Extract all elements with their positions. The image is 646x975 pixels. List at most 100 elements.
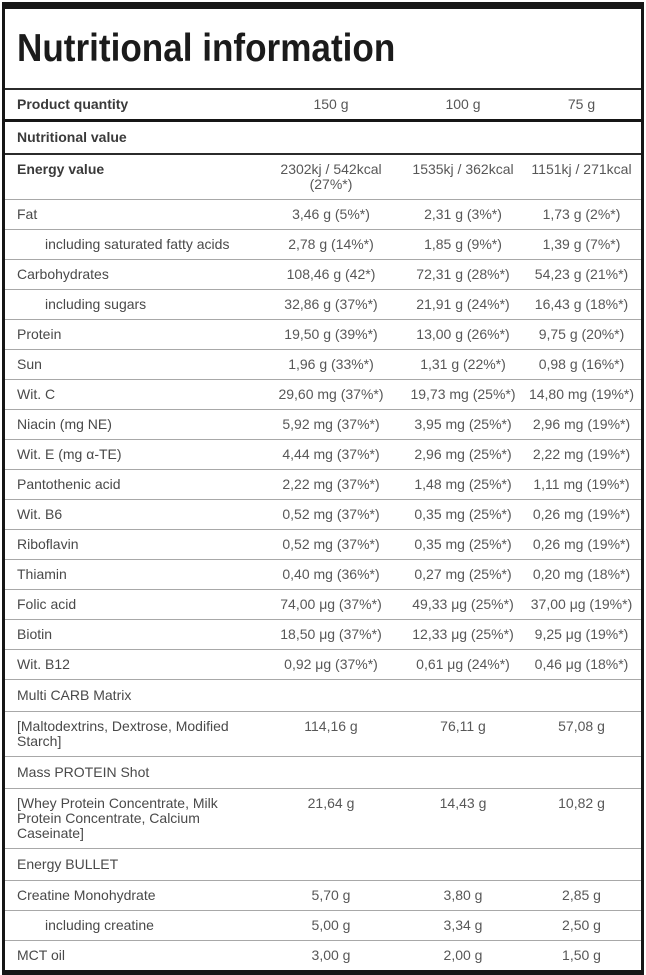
table-row: Wit. B6 0,52 mg (37%*) 0,35 mg (25%*) 0,… <box>5 500 641 530</box>
row-value: 2,22 mg (37%*) <box>282 476 380 492</box>
row-value: 1,31 g (22%*) <box>420 356 506 372</box>
row-value: 13,00 g (26%*) <box>416 326 510 342</box>
table-row: Biotin 18,50 μg (37%*) 12,33 μg (25%*) 9… <box>5 620 641 650</box>
row-value: 2,00 g <box>443 947 483 963</box>
row-value: 1,73 g (2%*) <box>542 206 621 222</box>
row-value: 14,80 mg (19%*) <box>528 386 635 402</box>
row-value: 32,86 g (37%*) <box>284 296 378 312</box>
product-quantity-label: Product quantity <box>17 96 129 112</box>
row-value: 12,33 μg (25%*) <box>412 626 514 642</box>
row-value: 3,80 g <box>443 887 483 903</box>
row-value: 0,26 mg (19%*) <box>532 536 631 552</box>
row-value: 4,44 mg (37%*) <box>282 446 380 462</box>
row-label: including sugars <box>45 296 147 312</box>
row-label: Protein <box>17 326 62 342</box>
row-value: 0,27 mg (25%*) <box>414 566 512 582</box>
row-label: Carbohydrates <box>17 266 109 282</box>
section-label: Nutritional value <box>17 129 127 145</box>
table-row: Pantothenic acid 2,22 mg (37%*) 1,48 mg … <box>5 470 641 500</box>
row-value: 21,64 g <box>307 795 355 811</box>
section-label: Energy BULLET <box>17 856 119 872</box>
row-value: 114,16 g <box>304 718 358 734</box>
row-value: 3,00 g <box>311 947 351 963</box>
table-row: [Whey Protein Concentrate, Milk Protein … <box>5 789 641 849</box>
row-value: 2,96 mg (25%*) <box>414 446 512 462</box>
section-label: Multi CARB Matrix <box>17 687 132 703</box>
table-row: Fat 3,46 g (5%*) 2,31 g (3%*) 1,73 g (2%… <box>5 200 641 230</box>
row-value: 0,92 μg (37%*) <box>284 656 378 672</box>
row-value: 37,00 μg (19%*) <box>530 596 633 612</box>
section-row: Nutritional value <box>5 121 641 154</box>
table-row: Wit. B12 0,92 μg (37%*) 0,61 μg (24%*) 0… <box>5 650 641 680</box>
row-label: Energy value <box>17 161 105 177</box>
row-value: 5,92 mg (37%*) <box>282 416 380 432</box>
row-value: 5,70 g <box>311 887 351 903</box>
row-value: 19,50 g (39%*) <box>284 326 378 342</box>
table-row: Niacin (mg NE) 5,92 mg (37%*) 3,95 mg (2… <box>5 410 641 440</box>
row-label: Sun <box>17 356 42 372</box>
table-row: Folic acid 74,00 μg (37%*) 49,33 μg (25%… <box>5 590 641 620</box>
row-value: 0,98 g (16%*) <box>538 356 625 372</box>
row-value: 16,43 g (18%*) <box>534 296 629 312</box>
product-quantity-row: Product quantity 150 g 100 g 75 g <box>5 90 641 121</box>
row-value: 21,91 g (24%*) <box>416 296 510 312</box>
table-row: Carbohydrates 108,46 g (42*) 72,31 g (28… <box>5 260 641 290</box>
row-value: 2,85 g <box>562 887 601 903</box>
row-value: 3,34 g <box>443 917 483 933</box>
row-label: [Maltodextrins, Dextrose, Modified Starc… <box>17 718 229 749</box>
row-value: 1,48 mg (25%*) <box>414 476 512 492</box>
row-value: 2,50 g <box>562 917 601 933</box>
row-value: 19,73 mg (25%*) <box>410 386 516 402</box>
section-row: Mass PROTEIN Shot <box>5 757 641 789</box>
row-label: Wit. B12 <box>17 656 70 672</box>
row-value: 0,20 mg (18%*) <box>532 566 631 582</box>
row-label: Thiamin <box>17 566 67 582</box>
column-header-150g: 150 g <box>313 96 349 112</box>
row-value: 18,50 μg (37%*) <box>280 626 382 642</box>
row-value: 1151kj / 271kcal <box>531 161 632 177</box>
table-row: Wit. E (mg α-TE) 4,44 mg (37%*) 2,96 mg … <box>5 440 641 470</box>
row-value: 1,85 g (9%*) <box>424 236 502 252</box>
table-row: Riboflavin 0,52 mg (37%*) 0,35 mg (25%*)… <box>5 530 641 560</box>
row-value: 3,95 mg (25%*) <box>414 416 512 432</box>
row-value: 5,00 g <box>311 917 351 933</box>
column-header-75g: 75 g <box>567 96 596 112</box>
row-value: 9,75 g (20%*) <box>538 326 625 342</box>
row-value: 2,22 mg (19%*) <box>532 446 631 462</box>
row-label: Folic acid <box>17 596 77 612</box>
row-value: 54,23 g (21%*) <box>534 266 629 282</box>
row-value: 1,96 g (33%*) <box>288 356 374 372</box>
row-value: 2302kj / 542kcal (27%*) <box>280 161 382 192</box>
table-row: Sun 1,96 g (33%*) 1,31 g (22%*) 0,98 g (… <box>5 350 641 380</box>
row-value: 0,40 mg (36%*) <box>282 566 380 582</box>
row-label: Niacin (mg NE) <box>17 416 112 432</box>
row-value: 0,35 mg (25%*) <box>414 506 512 522</box>
row-value: 2,78 g (14%*) <box>288 236 374 252</box>
row-value: 10,82 g <box>558 795 605 811</box>
row-label: Biotin <box>17 626 53 642</box>
row-label: Pantothenic acid <box>17 476 121 492</box>
row-value: 108,46 g (42*) <box>286 266 376 282</box>
nutrition-table: Product quantity 150 g 100 g 75 g Nutrit… <box>5 90 641 970</box>
row-value: 2,96 mg (19%*) <box>532 416 631 432</box>
row-value: 76,11 g <box>440 718 486 734</box>
row-value: 1,11 mg (19%*) <box>533 476 630 492</box>
table-row: including saturated fatty acids 2,78 g (… <box>5 230 641 260</box>
nutrition-table-body: Product quantity 150 g 100 g 75 g Nutrit… <box>5 90 641 970</box>
table-row: Energy value 2302kj / 542kcal (27%*) 153… <box>5 154 641 200</box>
table-row: including sugars 32,86 g (37%*) 21,91 g … <box>5 290 641 320</box>
row-value: 0,35 mg (25%*) <box>414 536 512 552</box>
row-value: 1535kj / 362kcal <box>412 161 514 177</box>
row-label: [Whey Protein Concentrate, Milk Protein … <box>17 795 218 841</box>
page-title: Nutritional information <box>17 27 396 70</box>
row-value: 2,31 g (3%*) <box>424 206 502 222</box>
row-label: MCT oil <box>17 947 65 963</box>
table-row: MCT oil 3,00 g 2,00 g 1,50 g <box>5 941 641 971</box>
row-label: Riboflavin <box>17 536 79 552</box>
row-value: 74,00 μg (37%*) <box>280 596 382 612</box>
section-row: Energy BULLET <box>5 849 641 881</box>
row-value: 1,39 g (7%*) <box>542 236 621 252</box>
row-value: 0,26 mg (19%*) <box>532 506 631 522</box>
row-label: Wit. B6 <box>17 506 63 522</box>
